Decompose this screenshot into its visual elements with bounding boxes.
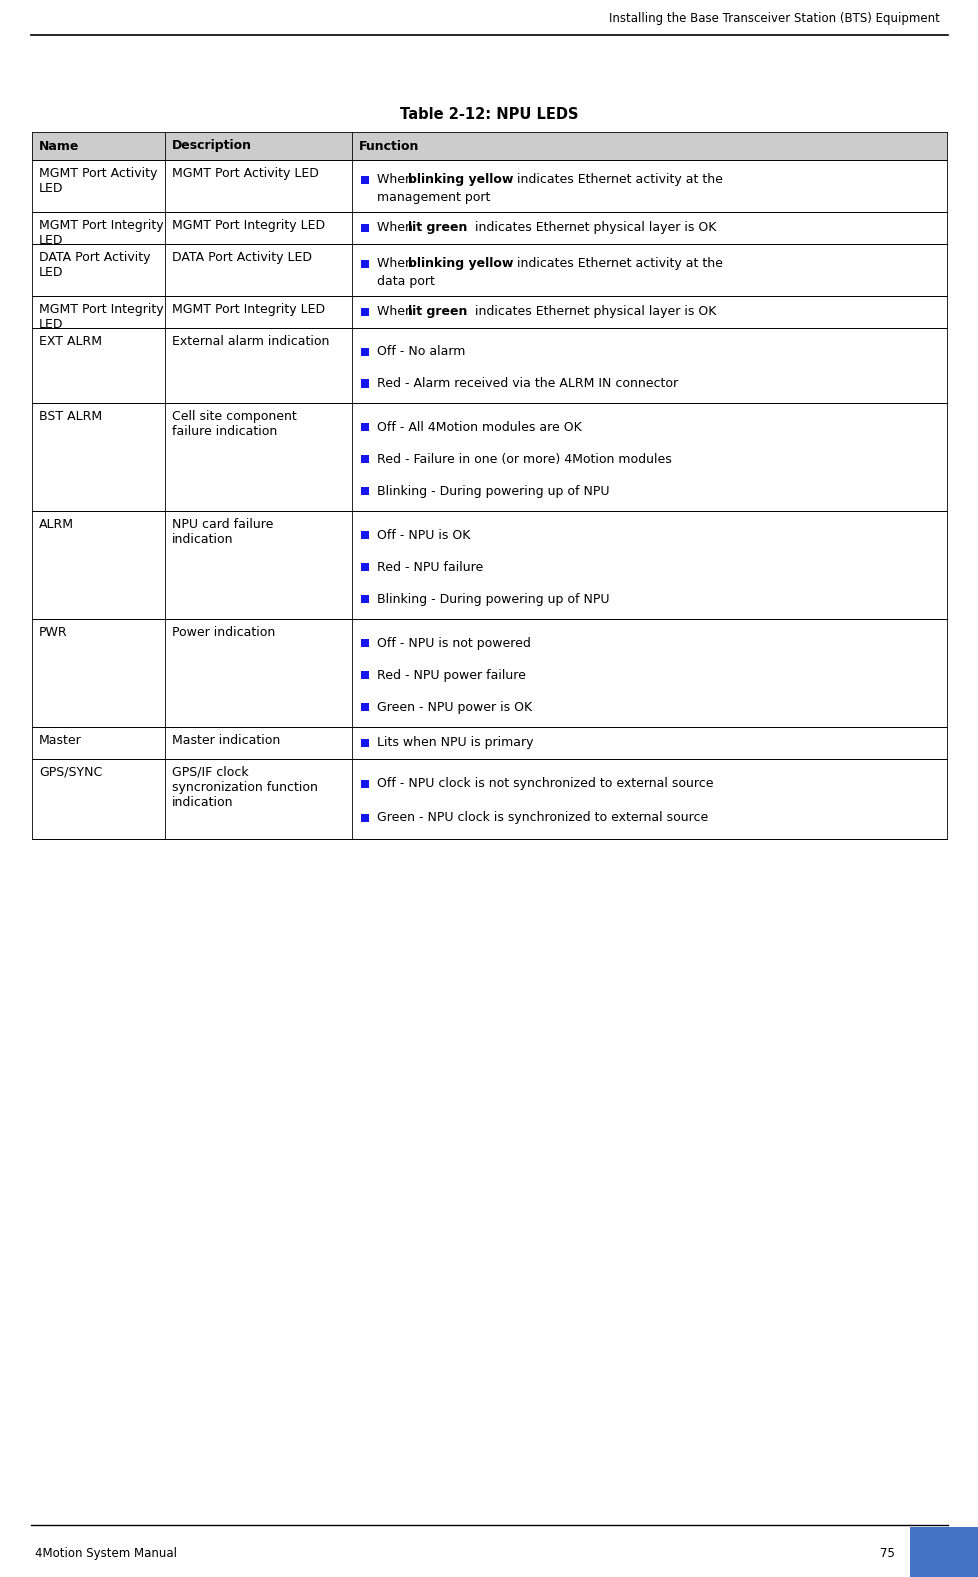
- Bar: [361, 595, 369, 604]
- Bar: [32, 727, 946, 759]
- Bar: [361, 740, 369, 747]
- Text: lit green: lit green: [408, 221, 467, 235]
- Bar: [32, 620, 946, 727]
- Bar: [32, 159, 946, 211]
- Bar: [361, 563, 369, 571]
- Text: Green - NPU clock is synchronized to external source: Green - NPU clock is synchronized to ext…: [377, 812, 708, 825]
- Text: 75: 75: [879, 1547, 894, 1560]
- Text: Cell site component
failure indication: Cell site component failure indication: [171, 410, 296, 438]
- Text: Off - All 4Motion modules are OK: Off - All 4Motion modules are OK: [377, 421, 581, 434]
- Text: 4Motion System Manual: 4Motion System Manual: [35, 1547, 177, 1560]
- Text: management port: management port: [377, 191, 490, 203]
- Text: blinking yellow: blinking yellow: [408, 257, 513, 270]
- Text: Red - NPU failure: Red - NPU failure: [377, 561, 483, 574]
- Bar: [361, 781, 369, 788]
- Text: Off - NPU is OK: Off - NPU is OK: [377, 528, 470, 541]
- Text: Blinking - During powering up of NPU: Blinking - During powering up of NPU: [377, 484, 609, 498]
- Bar: [361, 380, 369, 388]
- Text: Blinking - During powering up of NPU: Blinking - During powering up of NPU: [377, 593, 609, 606]
- Bar: [32, 132, 946, 159]
- Text: When: When: [377, 221, 417, 235]
- Text: Description: Description: [171, 139, 251, 153]
- Bar: [361, 639, 369, 647]
- Bar: [32, 211, 946, 244]
- Text: indicates Ethernet physical layer is OK: indicates Ethernet physical layer is OK: [471, 306, 716, 319]
- Bar: [361, 349, 369, 356]
- Text: Installing the Base Transceiver Station (BTS) Equipment: Installing the Base Transceiver Station …: [608, 13, 939, 25]
- Bar: [32, 404, 946, 511]
- Text: External alarm indication: External alarm indication: [171, 334, 329, 349]
- Bar: [32, 244, 946, 296]
- Text: Red - Failure in one (or more) 4Motion modules: Red - Failure in one (or more) 4Motion m…: [377, 453, 671, 465]
- Text: Name: Name: [39, 139, 79, 153]
- Text: Function: Function: [359, 139, 420, 153]
- Text: DATA Port Activity LED: DATA Port Activity LED: [171, 251, 311, 263]
- Text: indicates Ethernet physical layer is OK: indicates Ethernet physical layer is OK: [471, 221, 716, 235]
- Text: Red - Alarm received via the ALRM IN connector: Red - Alarm received via the ALRM IN con…: [377, 377, 678, 390]
- Text: data port: data port: [377, 274, 434, 287]
- Bar: [361, 672, 369, 680]
- Bar: [361, 703, 369, 711]
- Text: MGMT Port Integrity
LED: MGMT Port Integrity LED: [39, 303, 163, 331]
- Text: When: When: [377, 173, 417, 186]
- Text: Master indication: Master indication: [171, 733, 280, 747]
- Bar: [32, 328, 946, 404]
- Text: GPS/SYNC: GPS/SYNC: [39, 766, 102, 779]
- Bar: [361, 531, 369, 539]
- Text: When: When: [377, 306, 417, 319]
- Text: Off - No alarm: Off - No alarm: [377, 345, 466, 358]
- Text: MGMT Port Activity LED: MGMT Port Activity LED: [171, 167, 318, 180]
- Text: MGMT Port Activity
LED: MGMT Port Activity LED: [39, 167, 157, 196]
- Text: NPU card failure
indication: NPU card failure indication: [171, 517, 273, 546]
- Bar: [361, 456, 369, 464]
- Text: PWR: PWR: [39, 626, 67, 639]
- Bar: [910, 1527, 978, 1577]
- Text: ALRM: ALRM: [39, 517, 74, 531]
- Text: Off - NPU is not powered: Off - NPU is not powered: [377, 637, 531, 650]
- Text: Red - NPU power failure: Red - NPU power failure: [377, 669, 525, 681]
- Text: Green - NPU power is OK: Green - NPU power is OK: [377, 700, 532, 714]
- Bar: [361, 260, 369, 268]
- Bar: [361, 224, 369, 232]
- Text: When: When: [377, 257, 417, 270]
- Bar: [32, 296, 946, 328]
- Text: DATA Port Activity
LED: DATA Port Activity LED: [39, 251, 151, 279]
- Text: indicates Ethernet activity at the: indicates Ethernet activity at the: [513, 257, 723, 270]
- Bar: [361, 308, 369, 315]
- Text: GPS/IF clock
syncronization function
indication: GPS/IF clock syncronization function ind…: [171, 766, 317, 809]
- Text: MGMT Port Integrity LED: MGMT Port Integrity LED: [171, 303, 325, 315]
- Text: blinking yellow: blinking yellow: [408, 173, 513, 186]
- Text: Table 2-12: NPU LEDS: Table 2-12: NPU LEDS: [400, 107, 578, 121]
- Bar: [361, 175, 369, 185]
- Text: MGMT Port Integrity
LED: MGMT Port Integrity LED: [39, 219, 163, 248]
- Text: lit green: lit green: [408, 306, 467, 319]
- Bar: [361, 814, 369, 822]
- Text: Off - NPU clock is not synchronized to external source: Off - NPU clock is not synchronized to e…: [377, 777, 713, 790]
- Bar: [32, 759, 946, 839]
- Text: MGMT Port Integrity LED: MGMT Port Integrity LED: [171, 219, 325, 232]
- Text: BST ALRM: BST ALRM: [39, 410, 102, 423]
- Text: indicates Ethernet activity at the: indicates Ethernet activity at the: [513, 173, 723, 186]
- Bar: [32, 511, 946, 620]
- Text: Lits when NPU is primary: Lits when NPU is primary: [377, 736, 533, 749]
- Bar: [361, 487, 369, 495]
- Text: EXT ALRM: EXT ALRM: [39, 334, 102, 349]
- Text: Power indication: Power indication: [171, 626, 275, 639]
- Bar: [361, 423, 369, 431]
- Text: Master: Master: [39, 733, 82, 747]
